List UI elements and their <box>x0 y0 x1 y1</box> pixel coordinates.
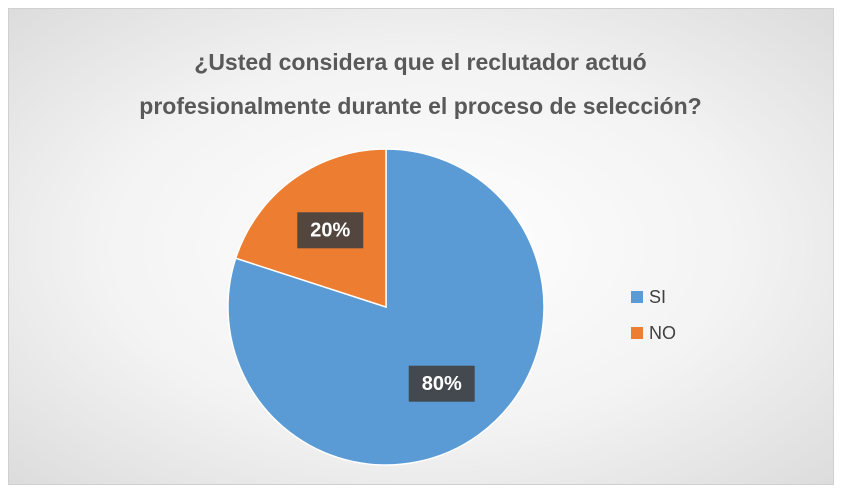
chart-title: ¿Usted considera que el reclutador actuó… <box>139 49 702 119</box>
data-label: 20% <box>310 220 350 242</box>
label-box <box>297 212 364 249</box>
legend-swatch <box>631 327 643 339</box>
data-label: 80% <box>422 373 462 395</box>
legend-label: NO <box>649 323 676 343</box>
label-box <box>408 365 475 402</box>
legend-label: SI <box>649 287 666 307</box>
legend-swatch <box>631 291 643 303</box>
